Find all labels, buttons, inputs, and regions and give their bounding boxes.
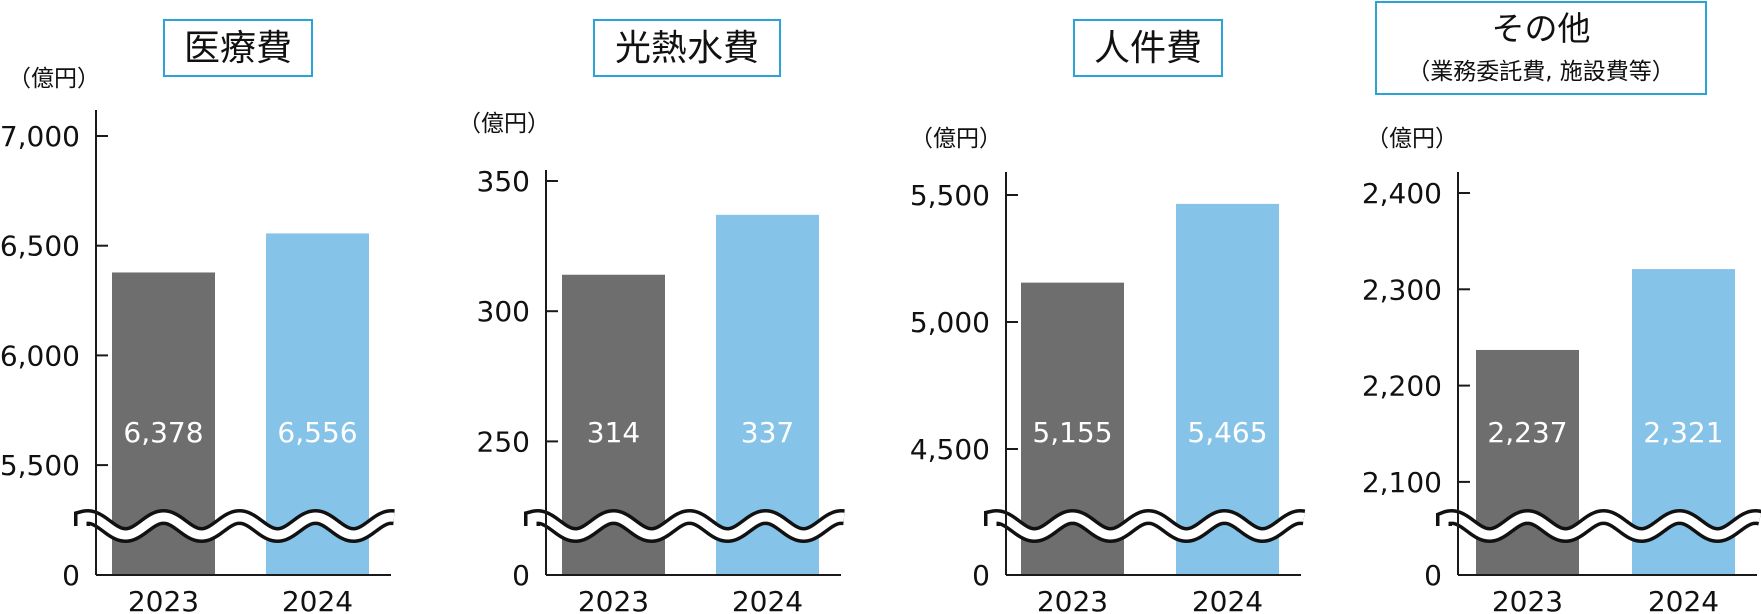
chart-panel-4: その他 （業務委託費, 施設費等） （億円） 2,237 2,321 2,100 2,200… xyxy=(1362,1,1761,614)
y-tick-label: 2,200 xyxy=(1362,370,1442,403)
bar-value-label: 2,321 xyxy=(1643,416,1723,449)
y-tick-label: 5,500 xyxy=(0,449,80,482)
bar-value-label: 6,556 xyxy=(277,416,357,449)
y-tick-label: 6,000 xyxy=(0,339,80,372)
bar-value-label: 5,155 xyxy=(1032,416,1112,449)
y-tick-label: 7,000 xyxy=(0,120,80,153)
bar-value-label: 314 xyxy=(587,416,640,449)
y-zero-label: 0 xyxy=(62,559,80,592)
x-tick-label: 2023 xyxy=(1037,585,1108,614)
chart-subtitle: （業務委託費, 施設費等） xyxy=(1407,59,1675,85)
bar-value-label: 5,465 xyxy=(1187,416,1267,449)
y-tick-label: 4,500 xyxy=(910,433,990,466)
y-tick-label: 5,000 xyxy=(910,306,990,339)
x-tick-label: 2023 xyxy=(1492,585,1563,614)
chart-panel-1: 医療費 （億円） 6,378 6,556 5,500 6,000 6,500 7,000 0 20… xyxy=(0,19,395,614)
y-axis-unit-label: （億円） xyxy=(458,111,550,137)
chart-title: 人件費 xyxy=(1094,28,1202,69)
y-axis-unit-label: （億円） xyxy=(8,66,100,92)
y-tick-label: 2,400 xyxy=(1362,177,1442,210)
chart-title: 医療費 xyxy=(184,28,292,69)
bar-value-label: 2,237 xyxy=(1487,416,1567,449)
chart-title-frame xyxy=(593,19,781,77)
y-zero-label: 0 xyxy=(1424,559,1442,592)
chart-title-frame xyxy=(163,19,313,77)
axis-break-gap xyxy=(987,512,1305,540)
chart-title: 光熱水費 xyxy=(615,28,759,69)
y-zero-label: 0 xyxy=(972,559,990,592)
chart-title-frame xyxy=(1375,1,1707,95)
chart-title-frame xyxy=(1073,19,1223,77)
y-zero-label: 0 xyxy=(512,559,530,592)
x-tick-label: 2024 xyxy=(1192,585,1263,614)
y-tick-label: 300 xyxy=(477,295,530,328)
bar-value-label: 337 xyxy=(741,416,794,449)
x-tick-label: 2024 xyxy=(732,585,803,614)
axis-break-gap xyxy=(527,512,845,540)
x-tick-label: 2024 xyxy=(1648,585,1719,614)
axis-break-gap xyxy=(77,512,395,540)
chart-title: その他 xyxy=(1492,9,1591,48)
x-tick-label: 2024 xyxy=(282,585,353,614)
y-tick-label: 5,500 xyxy=(910,179,990,212)
y-tick-label: 350 xyxy=(477,165,530,198)
chart-panel-3: 人件費 （億円） 5,155 5,465 4,500 5,000 5,500 0 2023 202… xyxy=(910,19,1306,614)
y-tick-label: 250 xyxy=(477,425,530,458)
x-tick-label: 2023 xyxy=(578,585,649,614)
chart-panel-2: 光熱水費 （億円） 314 337 250 300 350 0 2023 2024 xyxy=(458,19,845,614)
axis-break-gap xyxy=(1439,512,1761,540)
y-axis-unit-label: （億円） xyxy=(1366,126,1458,152)
y-tick-label: 2,300 xyxy=(1362,273,1442,306)
x-tick-label: 2023 xyxy=(128,585,199,614)
bar-value-label: 6,378 xyxy=(123,416,203,449)
y-axis-unit-label: （億円） xyxy=(910,126,1002,152)
y-tick-label: 2,100 xyxy=(1362,466,1442,499)
y-tick-label: 6,500 xyxy=(0,230,80,263)
